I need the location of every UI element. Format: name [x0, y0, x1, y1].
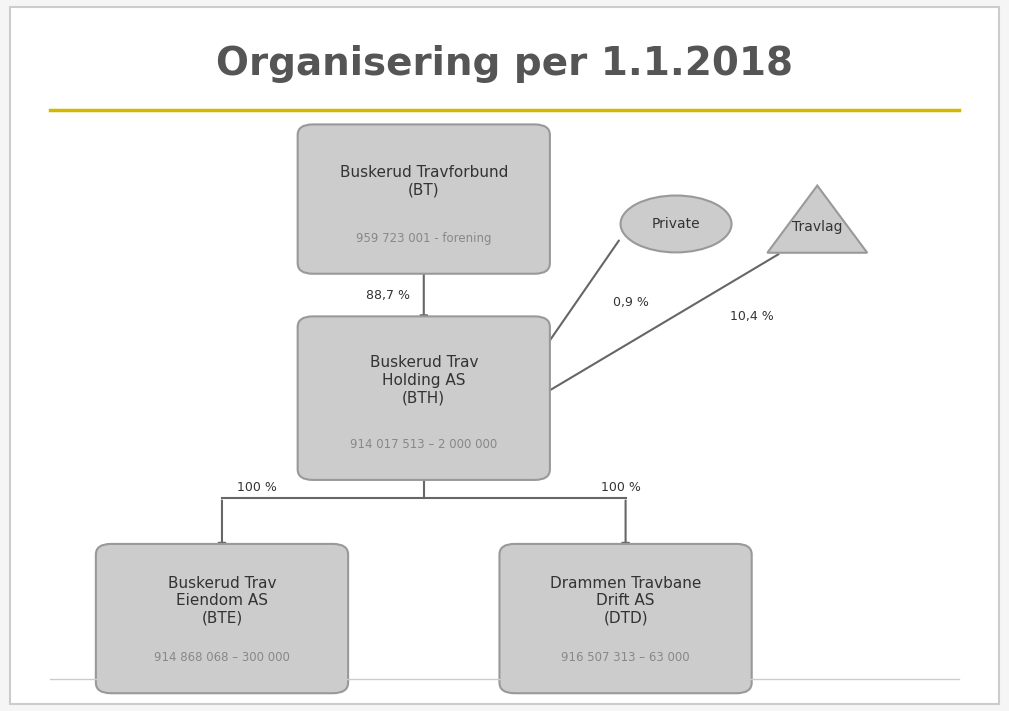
- Text: Drammen Travbane
Drift AS
(DTD): Drammen Travbane Drift AS (DTD): [550, 576, 701, 626]
- Text: 88,7 %: 88,7 %: [366, 289, 411, 301]
- Text: 100 %: 100 %: [237, 481, 277, 493]
- Text: Organisering per 1.1.2018: Organisering per 1.1.2018: [216, 45, 793, 83]
- Text: 914 017 513 – 2 000 000: 914 017 513 – 2 000 000: [350, 438, 497, 451]
- FancyBboxPatch shape: [499, 544, 752, 693]
- Text: Travlag: Travlag: [792, 220, 843, 234]
- Text: 914 868 068 – 300 000: 914 868 068 – 300 000: [154, 651, 290, 664]
- FancyBboxPatch shape: [298, 316, 550, 480]
- FancyBboxPatch shape: [298, 124, 550, 274]
- Text: 916 507 313 – 63 000: 916 507 313 – 63 000: [561, 651, 690, 664]
- Text: Buskerud Trav
Holding AS
(BTH): Buskerud Trav Holding AS (BTH): [369, 356, 478, 405]
- Text: 100 %: 100 %: [600, 481, 641, 493]
- Text: 0,9 %: 0,9 %: [612, 296, 649, 309]
- FancyBboxPatch shape: [10, 7, 999, 704]
- Ellipse shape: [621, 196, 732, 252]
- Text: 10,4 %: 10,4 %: [730, 310, 774, 323]
- FancyBboxPatch shape: [96, 544, 348, 693]
- Polygon shape: [768, 186, 867, 252]
- Text: Buskerud Trav
Eiendom AS
(BTE): Buskerud Trav Eiendom AS (BTE): [167, 576, 276, 626]
- Text: Private: Private: [652, 217, 700, 231]
- Text: Buskerud Travforbund
(BT): Buskerud Travforbund (BT): [340, 165, 508, 198]
- Text: 959 723 001 - forening: 959 723 001 - forening: [356, 232, 491, 245]
